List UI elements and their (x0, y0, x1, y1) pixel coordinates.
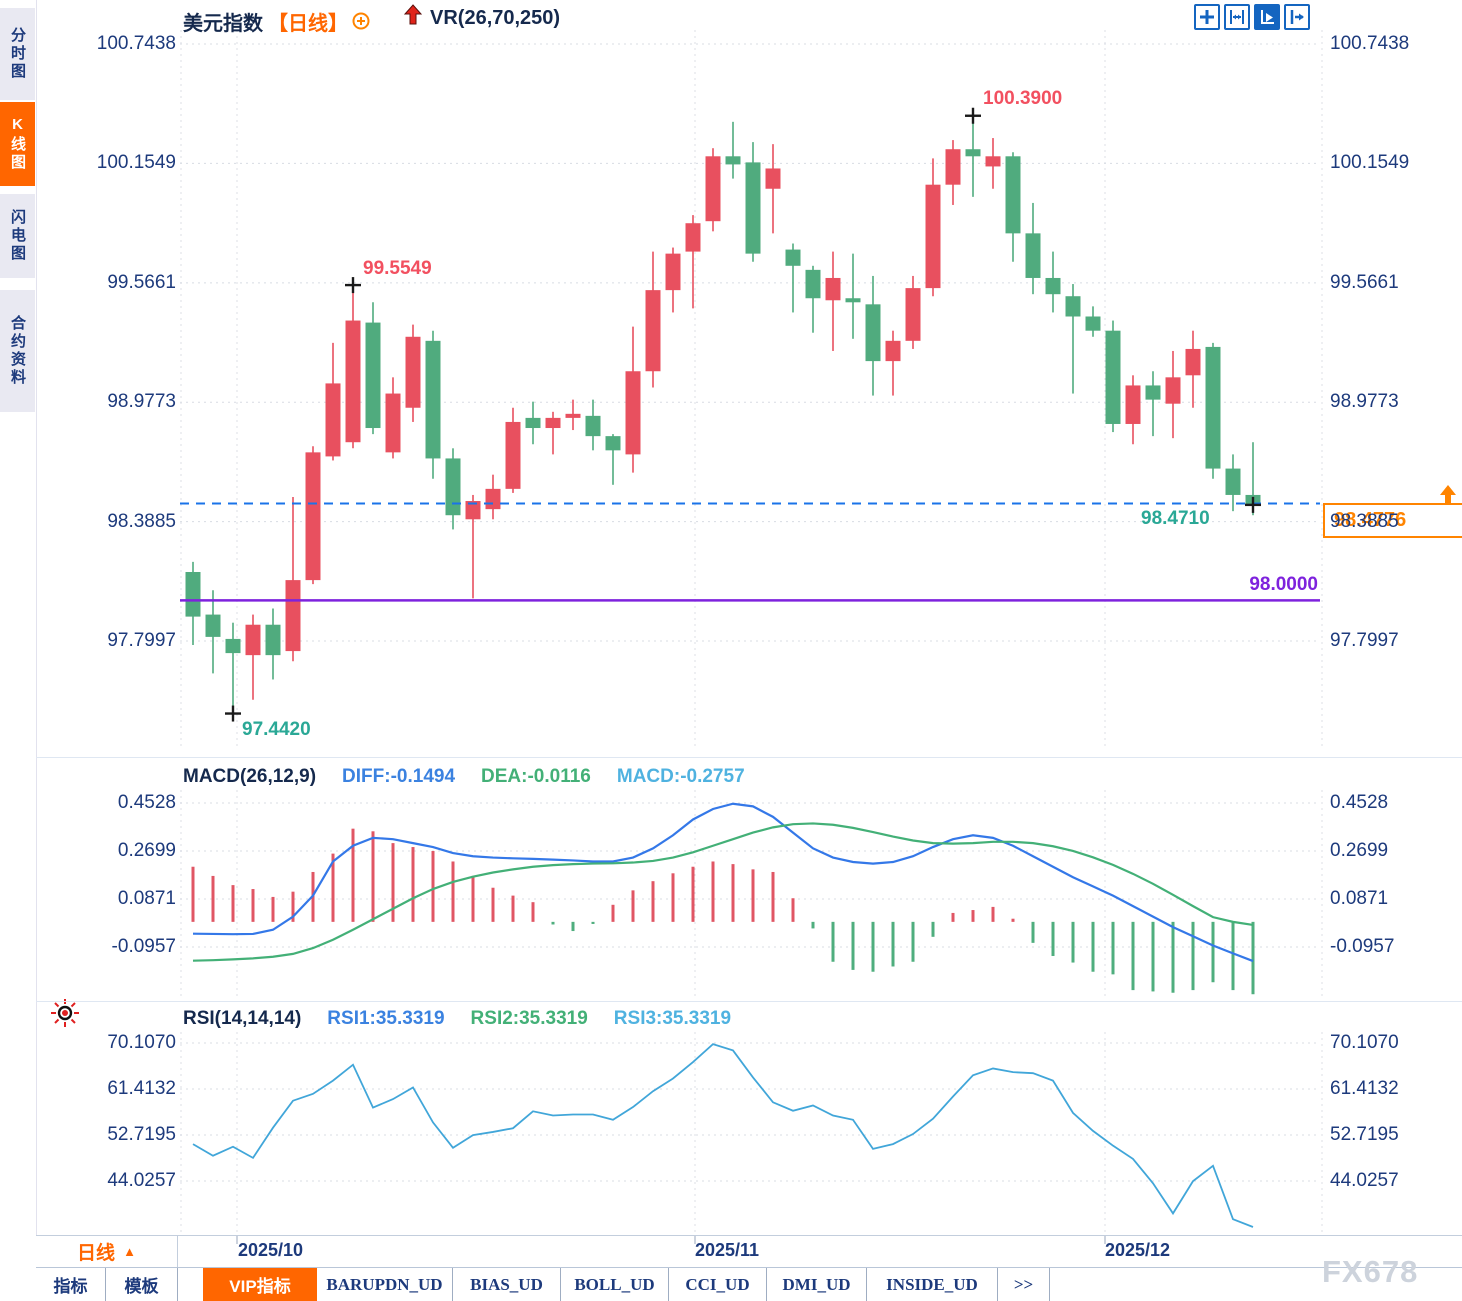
chart-toolbar (1194, 4, 1310, 30)
timeframe-selector[interactable]: 日线 ▲ (36, 1236, 178, 1267)
indicator-settings-sun-icon[interactable] (50, 998, 80, 1033)
panel-divider (36, 757, 1462, 758)
macd-axis-label-right: 0.4528 (1330, 792, 1389, 813)
last-price-label: 98.4710 (1141, 508, 1210, 529)
macd-histogram (191, 828, 1255, 995)
rsi-axis-label-right: 52.7195 (1330, 1123, 1399, 1145)
macd-axis-label-left: -0.0957 (111, 935, 176, 957)
current-price-tag[interactable]: 98.4776 (1323, 503, 1462, 538)
macd-axis-label-right: -0.0957 (1330, 935, 1395, 957)
macd-axis-label-right: 0.0871 (1330, 887, 1389, 909)
extreme-cross-marker (965, 107, 981, 124)
price-axis-label-left: 97.7997 (107, 630, 176, 651)
rsi1-value: RSI1:35.3319 (327, 1008, 445, 1029)
bottom-tab-1[interactable]: 指标 (36, 1268, 106, 1301)
macd-axis-label-left: 0.2699 (117, 840, 176, 861)
macd-axis-label-left: 0.4528 (117, 792, 176, 813)
rsi-axis-label-right: 44.0257 (1330, 1169, 1399, 1191)
macd-title: MACD(26,12,9) (183, 766, 317, 787)
bottom-tab-2[interactable]: 模板 (106, 1268, 178, 1301)
time-axis-row (36, 1235, 1462, 1268)
triangle-up-icon: ▲ (123, 1244, 136, 1259)
date-axis-label: 2025/12 (1105, 1240, 1171, 1260)
price-axis-label-left: 98.9773 (107, 391, 176, 413)
rsi-axis-label-left: 70.1070 (107, 1032, 176, 1053)
price-axis-label-right: 99.5661 (1330, 271, 1399, 293)
price-axis-label-left: 98.3885 (107, 510, 176, 532)
scroll-to-latest-icon[interactable] (1284, 4, 1310, 30)
support-line-label: 98.0000 (1249, 574, 1318, 595)
rsi-axis-label-right: 70.1070 (1330, 1032, 1399, 1053)
pan-crosshair-icon[interactable] (1194, 4, 1220, 30)
auto-scale-icon[interactable] (1254, 4, 1280, 30)
rsi-line (192, 1043, 1254, 1228)
panel-divider (36, 1001, 1462, 1002)
price-axis-label-left: 99.5661 (107, 271, 176, 293)
bottom-tab-8[interactable]: DMI_UD (767, 1268, 867, 1301)
high-marker-label-1: 99.5549 (363, 258, 432, 279)
low-marker-label: 97.4420 (242, 719, 311, 740)
price-tag-arrow-icon (1436, 483, 1460, 510)
extreme-cross-marker (225, 705, 241, 722)
bottom-tab-4[interactable]: BARUPDN_UD (317, 1268, 453, 1301)
macd-dea-value: DEA:-0.0116 (481, 766, 591, 787)
candlestick-series (185, 115, 1261, 714)
rsi2-value: RSI2:35.3319 (470, 1008, 588, 1029)
sidebar: 分时图 K线图闪电图合约资料 (0, 0, 37, 1268)
bottom-tab-5[interactable]: BIAS_UD (453, 1268, 561, 1301)
date-axis-label: 2025/11 (695, 1240, 760, 1260)
indicator-tab-bar: 指标 模板 VIP指标 BARUPDN_UD BIAS_UD BOLL_UD CCI_UD D… (36, 1267, 1462, 1301)
period-label[interactable]: 【日线】 (268, 13, 348, 35)
macd-header: MACD(26,12,9) DIFF:-0.1494 DEA:-0.0116 M… (183, 766, 745, 788)
rsi-axis-label-left: 52.7195 (107, 1123, 176, 1145)
macd-macd-value: MACD:-0.2757 (616, 766, 745, 787)
macd-lines (192, 802, 1254, 963)
date-axis-label: 2025/10 (238, 1240, 304, 1260)
sidebar-item-3[interactable]: 闪电图 (0, 194, 35, 278)
price-axis-label-right: 100.1549 (1330, 152, 1410, 174)
price-axis-label-left: 100.7438 (96, 33, 176, 54)
bottom-tab-10[interactable]: >> (998, 1268, 1050, 1301)
rsi-title: RSI(14,14,14) (183, 1008, 302, 1029)
rsi3-value: RSI3:35.3319 (613, 1008, 732, 1029)
extreme-cross-marker (1245, 496, 1261, 513)
price-axis-label-left: 100.1549 (96, 152, 176, 174)
watermark: FX678 (1322, 1254, 1419, 1289)
bottom-tab-9[interactable]: INSIDE_UD (867, 1268, 998, 1301)
bottom-tab-6[interactable]: BOLL_UD (561, 1268, 669, 1301)
extreme-cross-marker (345, 277, 361, 294)
rsi-header: RSI(14,14,14) RSI1:35.3319 RSI2:35.3319 … (183, 1008, 731, 1030)
rsi-axis-label-right: 61.4132 (1330, 1077, 1399, 1099)
up-arrow-icon (403, 4, 423, 31)
high-marker-label-2: 100.3900 (983, 88, 1063, 109)
price-axis-label-right: 100.7438 (1330, 33, 1410, 54)
bottom-tab-3[interactable]: VIP指标 (203, 1268, 317, 1301)
price-axis-label-right: 98.9773 (1330, 391, 1399, 413)
price-axis-label-right: 98.3885 (1330, 510, 1399, 532)
macd-diff-value: DIFF:-0.1494 (342, 766, 456, 787)
sidebar-item-2[interactable]: K线图 (0, 102, 35, 186)
timeframe-label: 日线 (77, 1243, 116, 1264)
sidebar-item-1[interactable]: 分时图 (0, 8, 35, 100)
sidebar-item-4[interactable]: 合约资料 (0, 290, 35, 412)
macd-axis-label-left: 0.0871 (117, 887, 176, 909)
rsi-axis-label-left: 61.4132 (107, 1077, 176, 1099)
vr-indicator-label: VR(26,70,250) (430, 7, 561, 29)
rsi-axis-label-left: 44.0257 (107, 1169, 176, 1191)
axis-scale-icon[interactable] (1224, 4, 1250, 30)
price-axis-label-right: 97.7997 (1330, 630, 1399, 651)
macd-axis-label-right: 0.2699 (1330, 840, 1389, 861)
page-title: 美元指数 (183, 13, 263, 35)
add-indicator-icon[interactable] (352, 12, 370, 35)
bottom-tab-7[interactable]: CCI_UD (669, 1268, 767, 1301)
